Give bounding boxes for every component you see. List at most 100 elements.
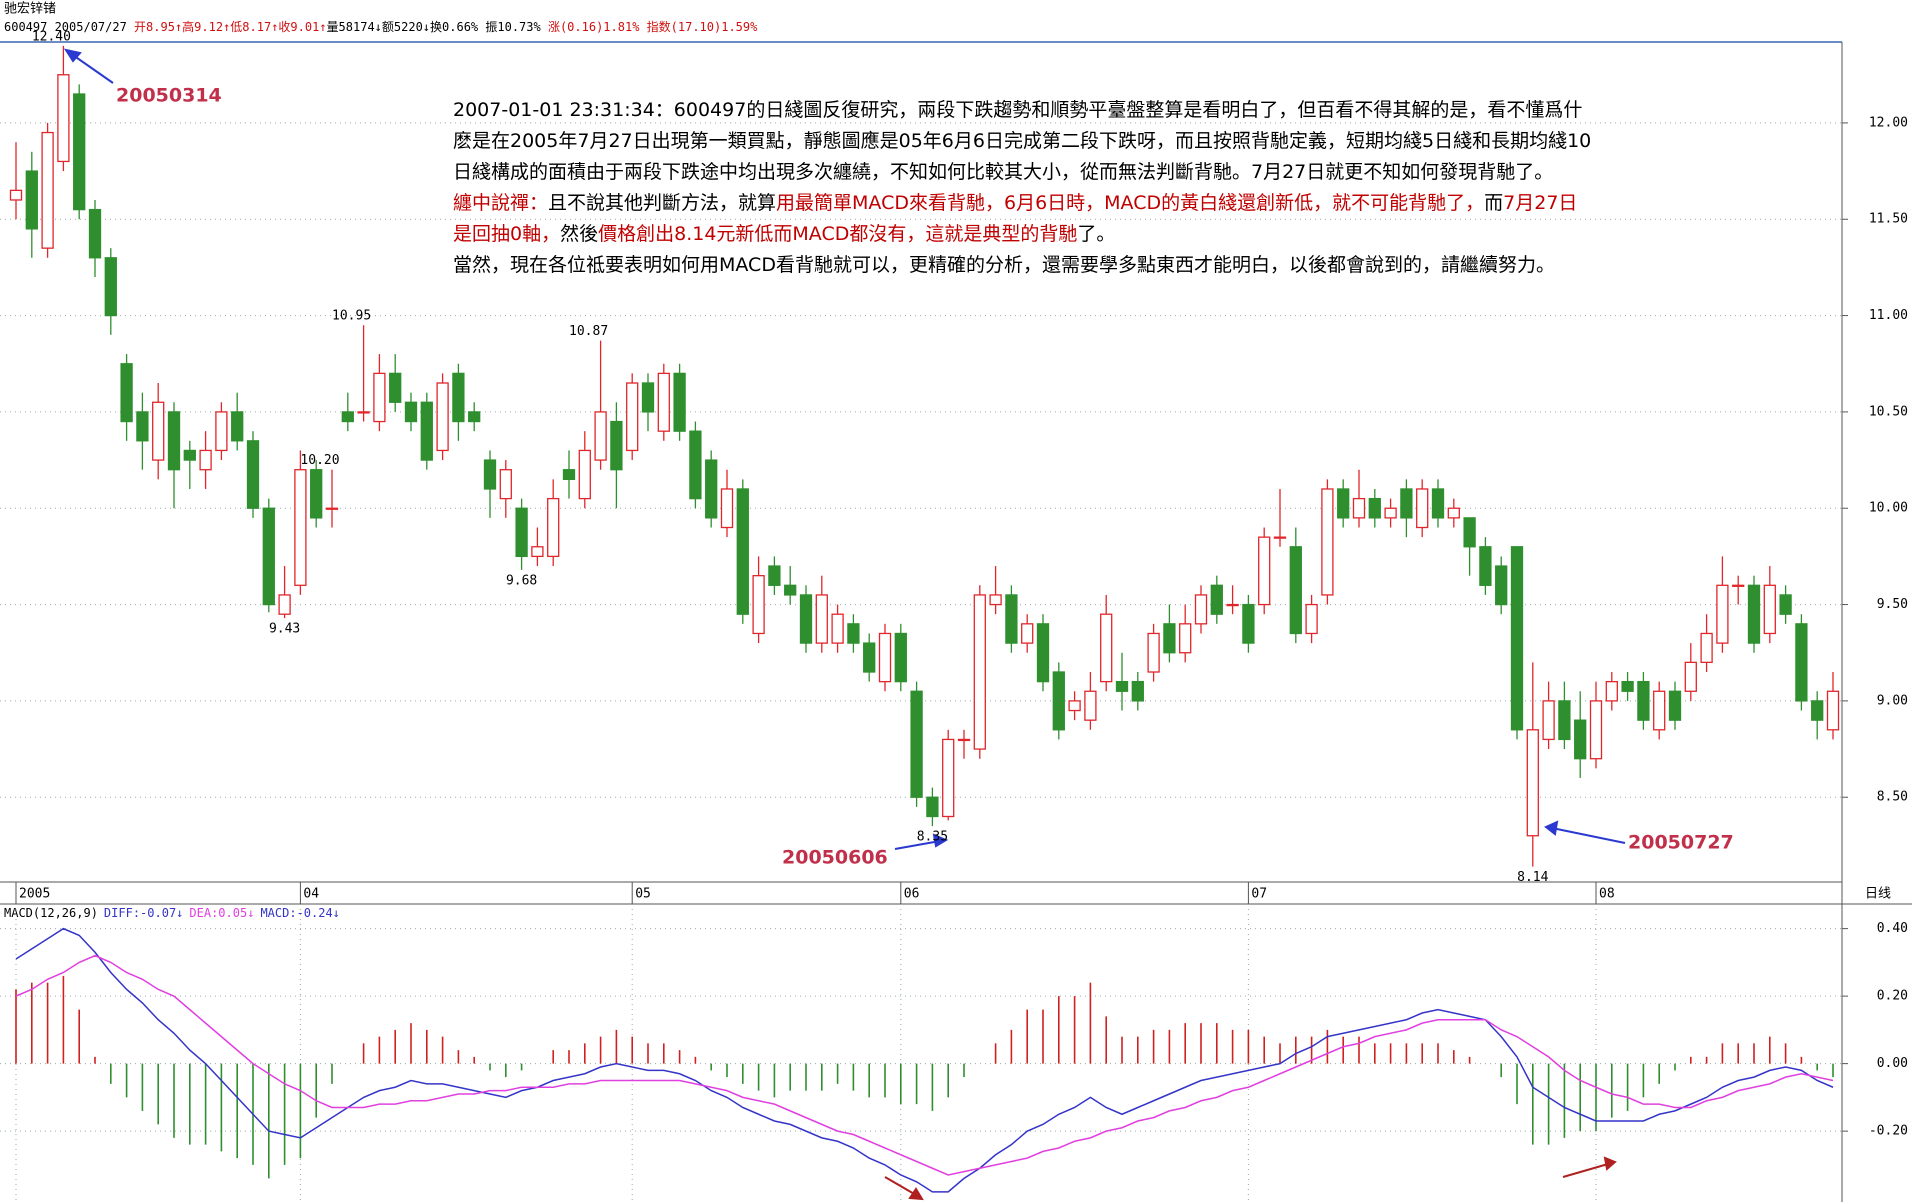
- note-line: 日綫構成的面積由于兩段下跌途中均出現多次纏繞，不知如何比較其大小，從而無法判斷背…: [453, 161, 1553, 183]
- note-segment: 是回抽0軸，: [453, 223, 560, 245]
- candle-body: [641, 382, 655, 413]
- stock-name: 驰宏锌锗: [4, 2, 56, 17]
- note-segment: 然後: [560, 223, 598, 245]
- candle-body: [1526, 729, 1539, 837]
- candle-body: [373, 372, 386, 423]
- candle-body: [25, 170, 38, 230]
- candle-body: [720, 488, 734, 529]
- candle-body: [278, 594, 291, 615]
- candle-body: [657, 372, 670, 432]
- candle-body: [1321, 488, 1334, 596]
- candle-body: [1242, 603, 1255, 644]
- candle-body: [1400, 488, 1413, 519]
- candle-body: [784, 584, 797, 596]
- candle-body: [1558, 700, 1571, 741]
- candle-body: [436, 382, 449, 452]
- arrow: [69, 52, 114, 84]
- legend-entry: DEA:0.05↓: [189, 906, 254, 920]
- candle-body: [894, 632, 907, 683]
- candle-body: [1637, 680, 1650, 721]
- candle-body: [1179, 623, 1192, 654]
- quote-segment: 600497 2005/07/27: [4, 20, 134, 34]
- quote-segment: 量58174↓额5220↓换0.66% 振10.73%: [327, 20, 548, 34]
- x-tick-label: 05: [635, 887, 651, 902]
- date-label: 20050727: [1628, 832, 1734, 854]
- candle-body: [499, 469, 512, 500]
- arrow-head: [1603, 1156, 1617, 1171]
- candle-body: [1589, 700, 1603, 760]
- x-tick-label: 2005: [19, 887, 50, 902]
- note-segment: 了。: [1077, 223, 1115, 245]
- arrow-head: [63, 48, 82, 63]
- candle-body: [1289, 546, 1302, 635]
- candle-body: [1668, 690, 1682, 721]
- x-tick-label: 07: [1251, 887, 1267, 902]
- candle-body: [705, 459, 718, 519]
- candle-body: [41, 131, 54, 249]
- note-line: 2007-01-01 23:31:34：600497的日綫圖反復研究，兩段下跌趨…: [453, 99, 1582, 121]
- arrow-head: [1544, 820, 1559, 836]
- candle-body: [104, 257, 117, 317]
- candle-body: [831, 613, 844, 644]
- quote-segment: 开8.95↑高9.12↑低8.17↑收9.01↑: [134, 19, 327, 34]
- arrow-head: [908, 1187, 924, 1201]
- note-line: 纏中說禪：且不說其他判斷方法，就算用最簡單MACD來看背馳，6月6日時，MACD…: [453, 192, 1577, 214]
- note-segment: 價格創出8.14元新低而MACD都沒有，這就是典型的背馳: [598, 223, 1077, 245]
- candle-body: [9, 189, 23, 201]
- note-line: 當然，現在各位祗要表明如何用MACD看背馳就可以，更精確的分析，還需要學多點東西…: [453, 254, 1555, 276]
- macd-line: [15, 954, 1834, 1176]
- note-segment: 日綫構成的面積由于兩段下跌途中均出現多次纏繞，不知如何比較其大小，從而無法判斷背…: [453, 161, 1553, 183]
- candle-body: [468, 411, 481, 423]
- candle-body: [531, 546, 544, 558]
- arrow: [1562, 1163, 1609, 1178]
- candle-body: [136, 411, 149, 442]
- candle-body: [1763, 584, 1776, 635]
- candle-body: [73, 93, 86, 211]
- y-tick-label: 0.20: [1877, 989, 1908, 1004]
- candle-body: [799, 594, 813, 644]
- y-tick-label: 12.00: [1869, 115, 1908, 130]
- arrow-head: [932, 833, 949, 848]
- y-tick-label: 11.00: [1869, 308, 1908, 323]
- note-segment: 2007-01-01 23:31:34：600497的日綫圖反復研究，兩段下跌趨…: [453, 99, 1582, 121]
- candle-body: [736, 488, 749, 615]
- y-tick-label: 9.00: [1877, 693, 1908, 708]
- candle-body: [1337, 488, 1350, 519]
- y-tick-label: 9.50: [1877, 597, 1908, 612]
- candle-body: [1226, 603, 1239, 607]
- candle-body: [1495, 565, 1508, 606]
- candle-body: [1052, 671, 1065, 731]
- candle-body: [1084, 690, 1097, 721]
- price-label: 10.20: [300, 453, 339, 468]
- price-label: 9.43: [269, 622, 300, 637]
- note-segment: 纏中說禪：: [453, 192, 548, 214]
- candle-body: [1463, 517, 1476, 548]
- candle-body: [626, 382, 639, 452]
- x-tick-label: 08: [1599, 887, 1615, 902]
- candle-body: [341, 411, 354, 423]
- candle-body: [325, 507, 339, 510]
- y-tick-label: 8.50: [1877, 790, 1908, 805]
- candle-body: [1732, 584, 1745, 587]
- candle-body: [1653, 690, 1666, 731]
- candle-body: [673, 372, 686, 432]
- note-segment: 麽是在2005年7月27日出現第一類買點，靜態圖應是05年6月6日完成第二段下跌…: [453, 129, 1591, 152]
- candle-body: [1021, 623, 1034, 644]
- candle-body: [752, 575, 765, 635]
- arrow: [884, 1176, 917, 1196]
- candle-body: [1115, 680, 1129, 692]
- candle-body: [1005, 594, 1018, 644]
- note-segment: 當然，現在各位祗要表明如何用MACD看背馳就可以，更精確的分析，還需要學多點東西…: [453, 254, 1555, 276]
- candle-body: [1431, 488, 1445, 519]
- candle-body: [246, 440, 260, 509]
- candle-body: [183, 449, 196, 461]
- note-line: 麽是在2005年7月27日出現第一類買點，靜態圖應是05年6月6日完成第二段下跌…: [453, 129, 1591, 152]
- period-label: 日线: [1865, 887, 1891, 902]
- candle-body: [1684, 661, 1697, 692]
- y-tick-label: 10.50: [1869, 404, 1908, 419]
- candle-body: [847, 623, 860, 644]
- candle-body: [483, 459, 497, 490]
- candle-body: [1826, 690, 1840, 731]
- candle-body: [863, 642, 876, 673]
- y-tick-label: 0.40: [1877, 921, 1908, 936]
